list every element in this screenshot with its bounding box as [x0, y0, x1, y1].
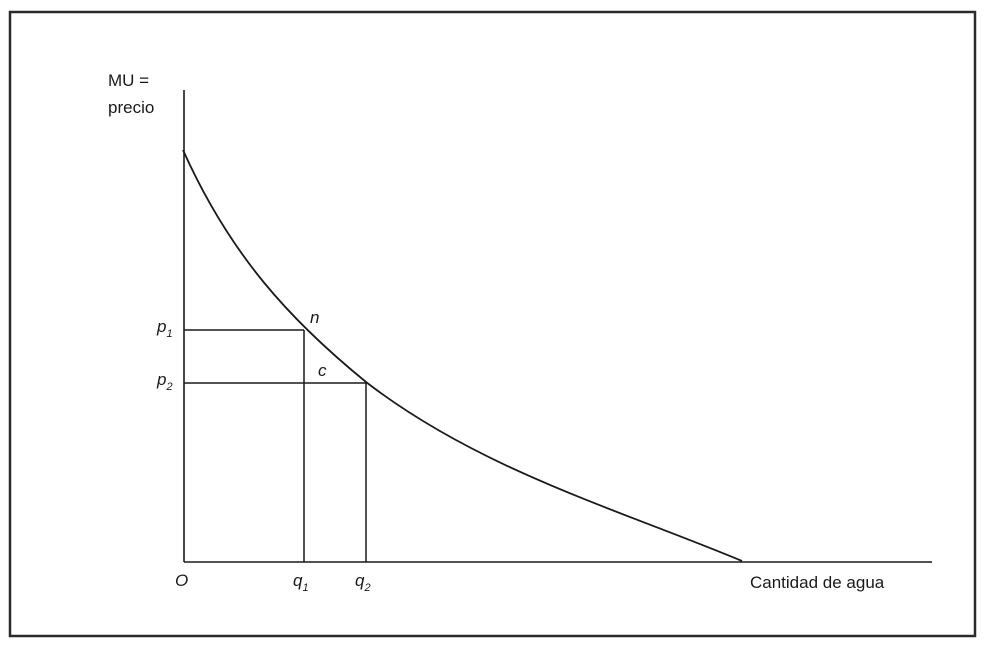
- x-axis-label: Cantidad de agua: [750, 573, 885, 592]
- origin-label: O: [175, 571, 188, 590]
- q1-label-base: q: [293, 571, 303, 590]
- p1-label-sub: 1: [166, 328, 172, 340]
- q2-label-base: q: [355, 571, 365, 590]
- p1-label: p1: [156, 317, 173, 340]
- p2-label: p2: [156, 370, 173, 393]
- figure-frame: [8, 10, 977, 638]
- q2-label: q2: [355, 571, 371, 594]
- y-axis-label-line1: MU =: [108, 71, 149, 90]
- p2-label-sub: 2: [165, 381, 172, 393]
- q1-label: q1: [293, 571, 309, 594]
- marginal-utility-curve: [182, 149, 743, 562]
- p2-label-base: p: [156, 370, 166, 389]
- q2-label-sub: 2: [363, 582, 370, 594]
- point-n-label: n: [310, 308, 319, 327]
- p1-label-base: p: [156, 317, 166, 336]
- point-c-label: c: [318, 361, 327, 380]
- y-axis-label-line2: precio: [108, 98, 154, 117]
- q1-label-sub: 1: [302, 582, 308, 594]
